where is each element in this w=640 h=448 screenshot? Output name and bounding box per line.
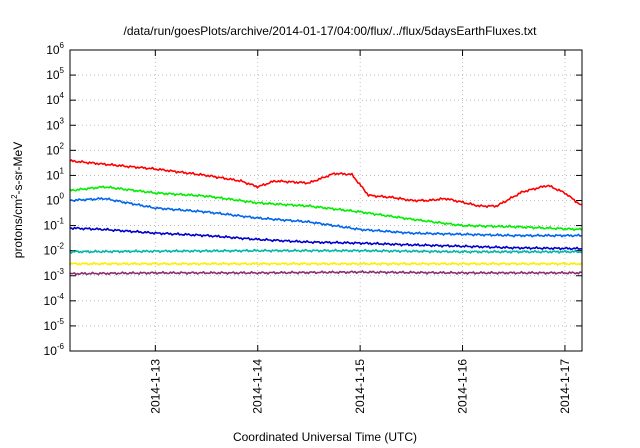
series-group [69,159,583,276]
y-tick-label: 106 [46,41,64,57]
y-tick-label: 10-4 [44,292,65,308]
series-line [69,261,583,266]
x-tick-label: 2014-1-16 [456,359,470,414]
series-line [69,270,582,276]
y-tick-exp: 4 [60,91,65,100]
y-tick-exp: -4 [57,292,65,301]
y-axis-label-pre: protons/cm [11,199,25,258]
y-tick-base: 10 [44,319,58,333]
y-tick-base: 10 [46,43,60,57]
y-tick-base: 10 [46,168,60,182]
y-tick-exp: -1 [57,217,65,226]
y-tick-base: 10 [46,93,60,107]
y-tick-label: 103 [46,116,64,132]
x-tick-label: 2014-1-17 [558,359,572,414]
y-tick-label: 10-1 [44,217,65,233]
x-tick-labels: 2014-1-13 2014-1-14 2014-1-15 2014-1-16 2014… [148,359,572,414]
series-line [69,248,582,254]
y-tick-exp: 3 [60,116,65,125]
y-tick-exp: -2 [57,242,65,251]
y-tick-exp: 0 [60,192,65,201]
x-tick-label: 2014-1-14 [251,359,265,414]
y-tick-label: 10-2 [44,242,65,258]
y-tick-exp: 1 [60,166,65,175]
series-line [69,185,583,232]
series-line [69,159,582,209]
y-tick-base: 10 [44,294,58,308]
y-tick-exp: -3 [57,267,65,276]
y-tick-exp: 6 [60,41,65,50]
y-tick-label: 102 [46,141,64,157]
y-tick-base: 10 [44,244,58,258]
y-tick-base: 10 [46,118,60,132]
y-tick-label: 10-5 [44,317,65,333]
y-tick-base: 10 [46,68,60,82]
y-tick-base: 10 [46,143,60,157]
y-tick-exp: 2 [60,141,65,150]
y-tick-base: 10 [44,344,58,358]
x-tick-label: 2014-1-13 [148,359,162,414]
y-tick-label: 105 [46,66,64,82]
series-line [69,226,582,251]
y-tick-label: 10-6 [44,342,65,358]
plot-frame [69,49,583,352]
y-tick-base: 10 [44,219,58,233]
y-tick-label: 100 [46,192,64,208]
y-tick-base: 10 [44,269,58,283]
y-axis-label: protons/cm2-s-sr-MeV [10,142,25,258]
y-tick-label: 10-3 [44,267,65,283]
y-axis-label-post: -s-sr-MeV [11,142,25,195]
y-axis-label-sup: 2 [10,194,19,199]
y-tick-exp: -5 [57,317,65,326]
y-tick-exp: 5 [60,66,65,75]
y-tick-exp: -6 [57,342,65,351]
chart-title: /data/run/goesPlots/archive/2014-01-17/0… [124,24,538,38]
x-axis-label: Coordinated Universal Time (UTC) [233,430,417,444]
y-tick-labels: 10-610-510-410-310-210-11001011021031041… [44,41,65,358]
y-tick-base: 10 [46,194,60,208]
series-line [69,197,582,238]
grid [70,49,582,352]
x-tick-label: 2014-1-15 [353,359,367,414]
y-tick-label: 101 [46,166,64,182]
y-tick-label: 104 [46,91,64,107]
